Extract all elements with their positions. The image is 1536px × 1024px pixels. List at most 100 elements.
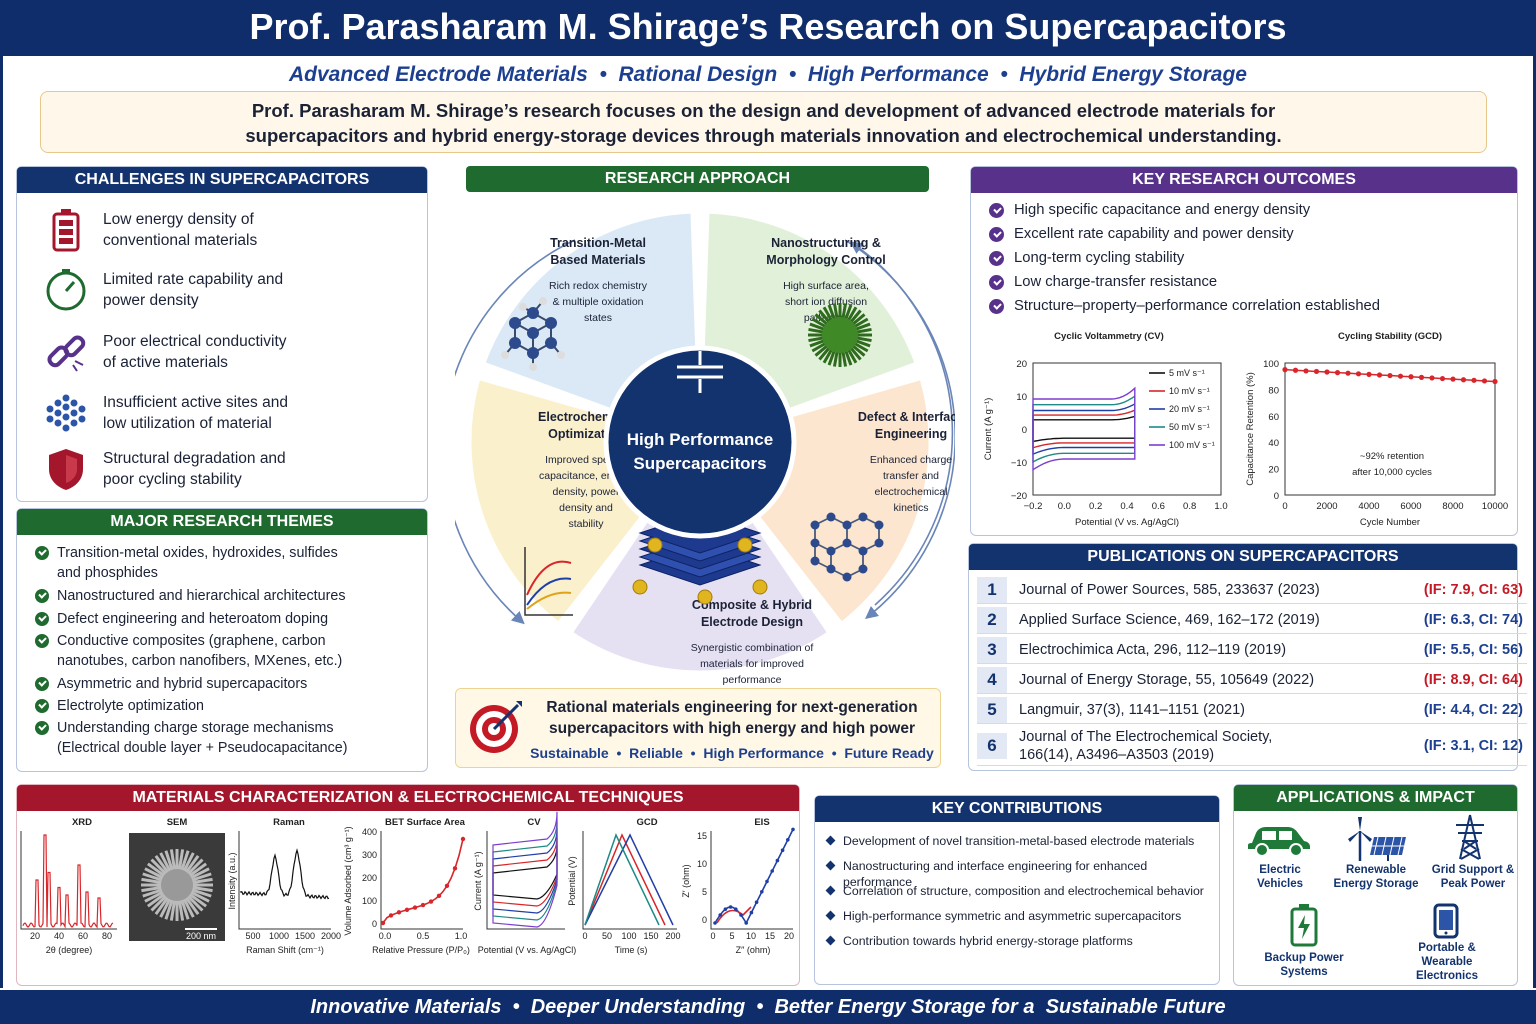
phone-icon bbox=[1433, 903, 1459, 939]
retention-point bbox=[1481, 378, 1488, 384]
retention-point bbox=[1492, 378, 1498, 385]
applications-title: APPLICATIONS & IMPACT bbox=[1234, 785, 1517, 811]
retention-point bbox=[1450, 376, 1456, 382]
eis-point bbox=[713, 921, 717, 925]
segment-desc: performance bbox=[723, 674, 782, 685]
defect-lattice-icon bbox=[810, 512, 884, 582]
x-tick: 0.2 bbox=[1089, 501, 1102, 512]
segment-title-2: Engineering bbox=[875, 427, 947, 441]
y-label: Z′ (ohm) bbox=[681, 864, 691, 897]
app-label-1: Portable & bbox=[1418, 942, 1476, 954]
retention-point bbox=[1324, 369, 1330, 375]
eis-nyquist-2 bbox=[716, 906, 752, 924]
challenge-text-1: Low energy density of bbox=[103, 211, 254, 228]
eis-point bbox=[754, 900, 759, 904]
center-text-1: High Performance bbox=[627, 430, 773, 449]
theme-text-2: and phosphides bbox=[57, 565, 158, 581]
cv-mini-curve bbox=[492, 811, 558, 928]
techniques-panel: MATERIALS CHARACTERIZATION & ELECTROCHEM… bbox=[16, 784, 800, 986]
target-icon bbox=[470, 701, 522, 753]
x-tick: 80 bbox=[102, 931, 112, 941]
theme-text: Conductive composites (graphene, carbon bbox=[57, 633, 326, 649]
theme-item: Transition-metal oxides, hydroxides, sul… bbox=[35, 543, 425, 583]
challenge-text-2: poor cycling stability bbox=[103, 471, 242, 488]
retention-point bbox=[1376, 372, 1383, 378]
eis-point bbox=[728, 905, 733, 909]
theme-text-2: (Electrical double layer + Pseudocapacit… bbox=[57, 740, 348, 756]
clock-icon bbox=[43, 267, 89, 313]
x-tick: 200 bbox=[665, 931, 680, 941]
retention-point bbox=[1313, 368, 1320, 375]
segment-desc: density and bbox=[559, 502, 613, 514]
technique-name: GCD bbox=[636, 817, 657, 828]
page-title: Prof. Parasharam M. Shirage’s Research o… bbox=[0, 0, 1536, 56]
retention-point bbox=[1282, 367, 1288, 373]
theme-text-2: nanotubes, carbon nanofibers, MXenes, et… bbox=[57, 653, 343, 669]
challenge-text-2: of active materials bbox=[103, 354, 228, 371]
bet-isotherm bbox=[382, 838, 464, 924]
themes-title: MAJOR RESEARCH THEMES bbox=[17, 509, 427, 535]
challenge-item: Insufficient active sites and low utiliza… bbox=[43, 388, 423, 438]
sem-particle bbox=[161, 869, 193, 901]
eis-point bbox=[791, 827, 795, 832]
segment-desc: High surface area, bbox=[783, 280, 869, 292]
segment-title: Nanostructuring & bbox=[771, 236, 881, 250]
y-tick: 0 bbox=[1274, 491, 1279, 502]
publications-panel: PUBLICATIONS ON SUPERCAPACITORS 1 Journal… bbox=[968, 543, 1527, 771]
eis-point bbox=[780, 848, 785, 852]
publications-title: PUBLICATIONS ON SUPERCAPACITORS bbox=[969, 544, 1517, 570]
publication-number: 2 bbox=[977, 606, 1007, 633]
y-tick: 400 bbox=[362, 827, 377, 837]
legend-label: 100 mV s⁻¹ bbox=[1169, 440, 1215, 450]
x-tick: 60 bbox=[78, 931, 88, 941]
app-label-1: Renewable bbox=[1345, 864, 1407, 876]
y-tick: 20 bbox=[1268, 465, 1279, 476]
cv-chart: Cyclic Voltammetry (CV) −0.2 0.0 0.2 0.4 0.6 0… bbox=[983, 331, 1228, 528]
challenges-title: CHALLENGES IN SUPERCAPACITORS bbox=[17, 167, 427, 193]
chart-title: Cyclic Voltammetry (CV) bbox=[1054, 331, 1164, 342]
theme-item: Defect engineering and heteroatom doping bbox=[35, 609, 425, 629]
technique-name: XRD bbox=[72, 817, 92, 828]
segment-desc: stability bbox=[568, 518, 604, 530]
car-icon bbox=[1248, 827, 1310, 857]
publication-row: 2 Applied Surface Science, 469, 162–172 (… bbox=[977, 606, 1527, 634]
contributions-panel: KEY CONTRIBUTIONS Development of novel t… bbox=[814, 795, 1220, 985]
x-label: Potential (V vs. Ag/AgCl) bbox=[1075, 517, 1179, 528]
segment-desc: kinetics bbox=[893, 502, 928, 514]
outcome-item: Low charge-transfer resistance bbox=[989, 272, 1217, 292]
contribution-item: Correlation of structure, composition an… bbox=[825, 883, 1204, 899]
eis-point bbox=[718, 913, 722, 917]
segment-desc: density, power bbox=[553, 486, 620, 498]
segment-desc: Rich redox chemistry bbox=[549, 280, 648, 292]
y-tick: 0 bbox=[1022, 425, 1027, 436]
x-tick: 1.0 bbox=[1214, 501, 1227, 512]
x-label: Time (s) bbox=[615, 945, 648, 955]
eis-point bbox=[749, 910, 754, 915]
footer-banner: Innovative Materials • Deeper Understand… bbox=[0, 990, 1536, 1024]
y-tick: 40 bbox=[1268, 438, 1279, 449]
challenge-text-2: low utilization of material bbox=[103, 415, 272, 432]
theme-item: Conductive composites (graphene, carbon n… bbox=[35, 631, 425, 671]
segment-title-2: Based Materials bbox=[550, 253, 645, 267]
gcd-mini-curve bbox=[584, 833, 666, 926]
intro-box: Prof. Parasharam M. Shirage’s research f… bbox=[40, 91, 1487, 153]
battery-icon bbox=[43, 207, 89, 253]
theme-item: Asymmetric and hybrid supercapacitors bbox=[35, 674, 425, 694]
eis-point bbox=[734, 907, 738, 911]
y-label: Potential (V) bbox=[567, 856, 577, 906]
themes-panel: MAJOR RESEARCH THEMES Transition-metal o… bbox=[16, 508, 428, 772]
retention-point bbox=[1387, 372, 1393, 379]
y-tick: 15 bbox=[697, 831, 707, 841]
y-tick: 0 bbox=[702, 915, 707, 925]
page-subtitle: Advanced Electrode Materials • Rational … bbox=[289, 63, 1247, 86]
x-tick: 2000 bbox=[321, 931, 341, 941]
technique-name: EIS bbox=[754, 817, 769, 828]
x-tick: 100 bbox=[621, 931, 636, 941]
publication-number: 1 bbox=[977, 576, 1007, 603]
xrd-pattern bbox=[22, 834, 114, 929]
performance-plot-icon bbox=[524, 547, 573, 616]
approach-wheel: Transition-Metal Based Materials Rich redo… bbox=[455, 210, 955, 685]
bet-point bbox=[444, 883, 450, 889]
chart-annotation: ~92% retention bbox=[1360, 451, 1424, 462]
challenge-text-2: conventional materials bbox=[103, 232, 258, 249]
